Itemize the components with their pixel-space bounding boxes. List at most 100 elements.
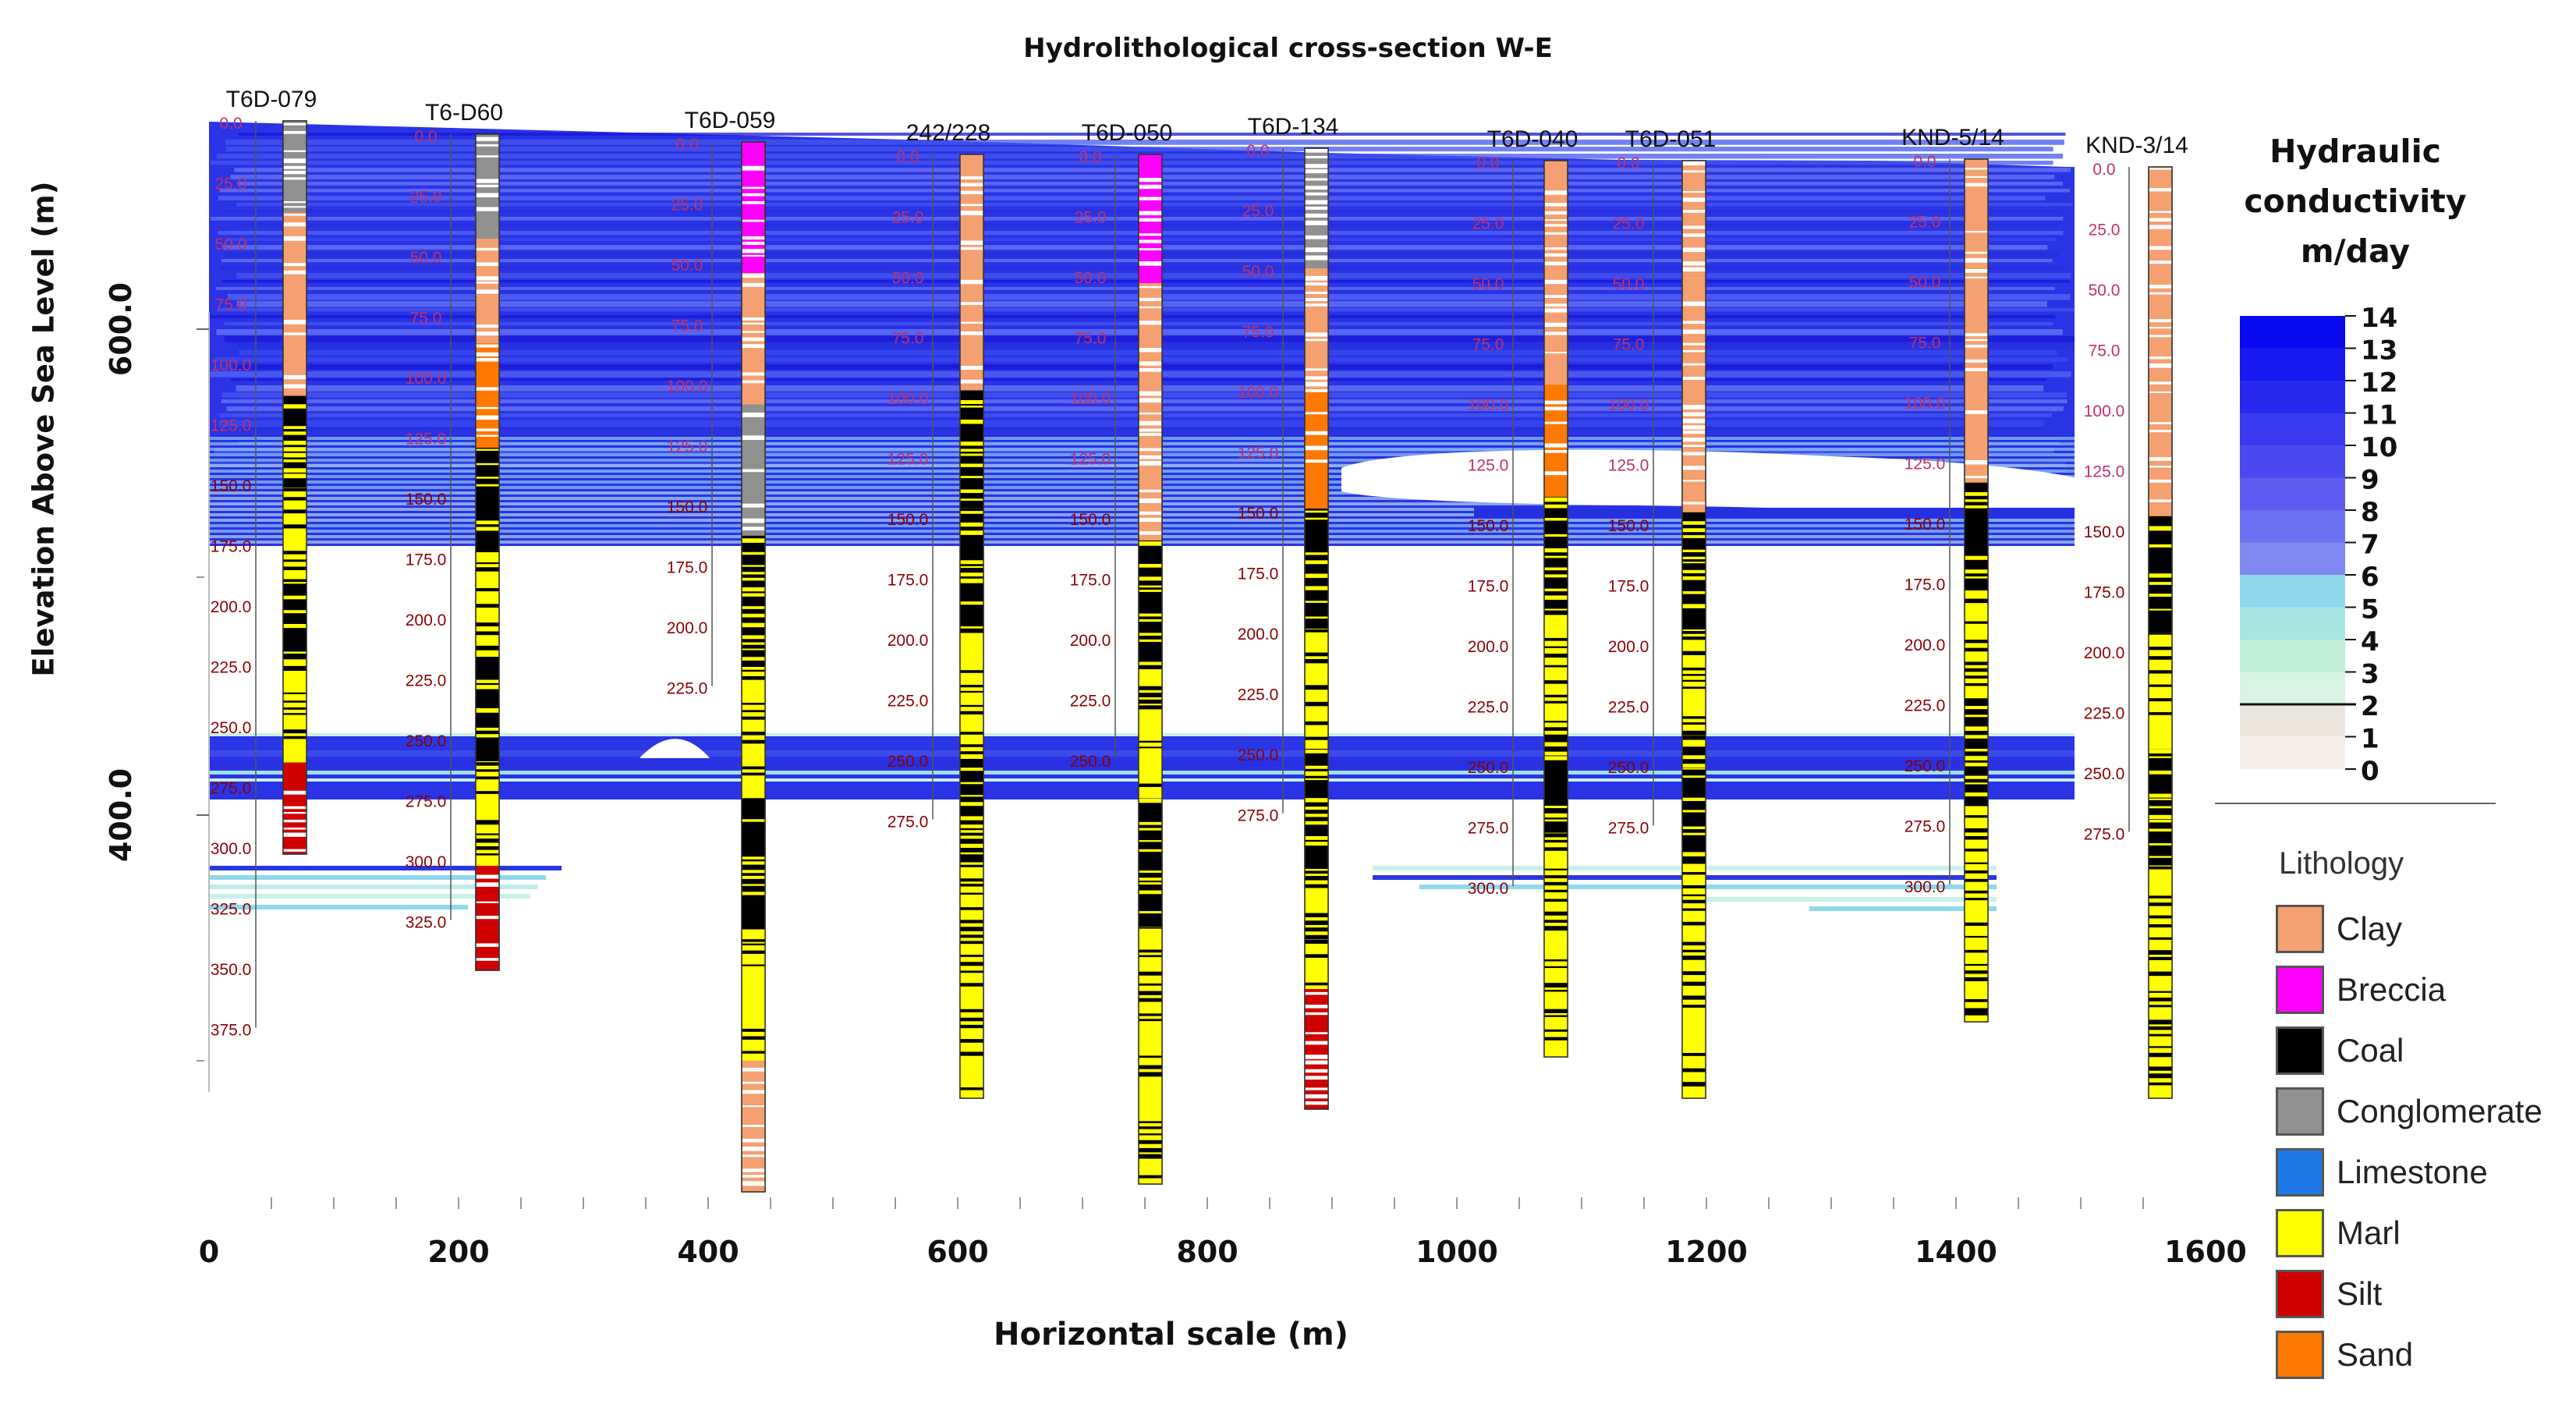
lithology-stripe xyxy=(1965,257,1988,263)
lithology-stripe xyxy=(283,122,306,126)
lithology-stripe xyxy=(1682,261,1706,266)
depth-label: 150.0 xyxy=(1905,516,1946,534)
lithology-stripe xyxy=(1965,505,1988,509)
lithology-stripe xyxy=(742,344,765,349)
lithology-stripe xyxy=(2149,971,2172,977)
lithology-stripe xyxy=(1139,368,1162,372)
lithology-stripe xyxy=(2149,188,2172,192)
lithology-stripe xyxy=(1305,192,1328,196)
lithology-stripe xyxy=(476,727,499,731)
lithology-stripe xyxy=(1682,576,1706,580)
lithology-stripe xyxy=(1139,239,1162,243)
lithology-stripe xyxy=(1139,1121,1162,1124)
lithology-stripe xyxy=(1682,190,1706,193)
lithology-stripe xyxy=(1682,480,1706,482)
lithology-segment xyxy=(1965,374,1988,483)
depth-label: 0.0 xyxy=(1913,153,1936,171)
lithology-stripe xyxy=(1682,686,1706,690)
lithology-stripe xyxy=(1139,498,1162,503)
lithology-stripe xyxy=(283,158,306,164)
lithology-stripe xyxy=(2149,479,2172,483)
lithology-stripe xyxy=(476,477,499,479)
lithology-segment xyxy=(742,535,765,667)
lithology-segment xyxy=(283,671,306,763)
colorbar-segment xyxy=(2240,704,2345,737)
conductivity-band xyxy=(211,217,2064,221)
lithology-segment xyxy=(1682,161,1706,278)
lithology-stripe xyxy=(742,165,765,171)
lithology-stripe xyxy=(742,503,765,508)
lithology-stripe xyxy=(1305,560,1328,565)
lithology-label: Sand xyxy=(2337,1336,2414,1373)
lithology-stripe xyxy=(1139,821,1162,825)
lithology-stripe xyxy=(1544,637,1568,641)
lithology-stripe xyxy=(1544,517,1568,521)
lithology-stripe xyxy=(2149,430,2172,433)
depth-label: 200.0 xyxy=(888,632,929,650)
x-tick-label: 1000 xyxy=(1416,1235,1498,1269)
lithology-stripe xyxy=(1965,459,1988,465)
depth-label: 75.0 xyxy=(1242,324,1274,342)
borehole-name: T6D-134 xyxy=(1248,114,1339,140)
lithology-stripe xyxy=(742,1138,765,1143)
lithology-stripe xyxy=(476,526,499,531)
depth-label: 100.0 xyxy=(888,390,929,408)
lithology-stripe xyxy=(1139,184,1162,190)
lithology-stripe xyxy=(1139,248,1162,250)
depth-label: 150.0 xyxy=(1608,517,1649,535)
depth-label: 125.0 xyxy=(888,451,929,469)
lithology-stripe xyxy=(1544,680,1568,684)
lithology-stripe xyxy=(1305,586,1328,590)
lithology-stripe xyxy=(1965,675,1988,679)
lithology-stripe xyxy=(2149,712,2172,715)
lithology-stripe xyxy=(1544,875,1568,879)
lithology-stripe xyxy=(2149,326,2172,329)
depth-label: 225.0 xyxy=(1468,699,1509,717)
lithology-stripe xyxy=(476,247,499,251)
lithology-stripe xyxy=(1544,588,1568,592)
silt-swatch xyxy=(2276,1270,2324,1318)
depth-label: 325.0 xyxy=(406,914,447,932)
lithology-stripe xyxy=(1544,555,1568,558)
depth-label: 250.0 xyxy=(1468,759,1509,777)
lithology-stripe xyxy=(742,669,765,672)
lithology-stripe xyxy=(1544,868,1568,870)
depth-label: 75.0 xyxy=(671,317,703,335)
depth-label: 325.0 xyxy=(211,901,252,919)
lithology-stripe xyxy=(1965,647,1988,652)
lithology-stripe xyxy=(1139,361,1162,366)
depth-label: 200.0 xyxy=(1238,626,1279,643)
lithology-stripe xyxy=(742,1028,765,1032)
lithology-stripe xyxy=(283,459,306,463)
lithology-stripe xyxy=(2149,814,2172,820)
lithology-stripe xyxy=(1682,810,1706,813)
lithology-stripe xyxy=(283,700,306,703)
lithology-stripe xyxy=(1139,877,1162,881)
lithology-stripe xyxy=(2149,1026,2172,1030)
lithology-stripe xyxy=(1682,161,1706,165)
lithology-stripe xyxy=(1305,1032,1328,1035)
lithology-stripe xyxy=(742,732,765,736)
lithology-stripe xyxy=(1139,639,1162,642)
lithology-stripe xyxy=(1139,882,1162,885)
lithology-stripe xyxy=(742,856,765,860)
depth-label: 250.0 xyxy=(888,753,929,771)
lithology-stripe xyxy=(960,690,983,693)
lithology-stripe xyxy=(1544,190,1568,195)
depth-label: 275.0 xyxy=(406,793,447,811)
borehole-name: T6D-079 xyxy=(226,87,317,112)
depth-label: 225.0 xyxy=(888,693,929,711)
colorbar-segment xyxy=(2240,477,2345,510)
lithology-stripe xyxy=(1682,452,1706,456)
lithology-stripe xyxy=(1544,920,1568,923)
lithology-stripe xyxy=(1682,736,1706,740)
lithology-stripe xyxy=(1139,576,1162,581)
colorbar-label: 12 xyxy=(2361,367,2397,399)
depth-label: 275.0 xyxy=(1238,807,1279,825)
lithology-stripe xyxy=(476,679,499,683)
lithology-stripe xyxy=(1305,1076,1328,1080)
lithology-stripe xyxy=(1682,908,1706,911)
depth-label: 125.0 xyxy=(1238,445,1279,463)
lithology-stripe xyxy=(476,734,499,738)
